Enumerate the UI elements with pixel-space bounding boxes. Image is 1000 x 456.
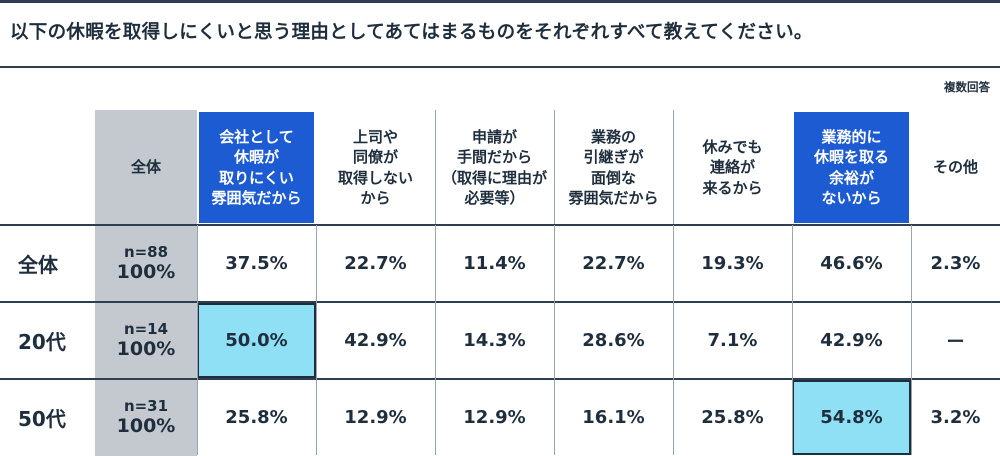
header-col-divider [554,110,555,225]
data-cell: 12.9% [344,407,407,428]
header-col-2: 上司や 同僚が 取得しない から [337,128,413,207]
row-n-percent: 100% [116,338,176,361]
data-cell: 19.3% [701,253,764,274]
row-rule [0,224,1000,226]
body-col-divider [792,225,793,455]
multiple-answer-note: 複数回答 [944,80,990,94]
body-col-divider [554,225,555,455]
data-cell: 42.9% [820,330,883,351]
data-cell: 7.1% [707,330,758,351]
data-cell: ー [946,331,965,353]
data-cell: 14.3% [463,330,526,351]
data-cell: 22.7% [344,253,407,274]
body-col-divider [197,225,198,455]
row-n-percent: 100% [116,415,176,438]
header-total: 全体 [95,110,197,225]
row-n-count: n=88 [123,243,169,262]
row-base-n: n=14 100% [95,302,197,379]
row-n-count: n=31 [123,397,169,416]
data-cell: 42.9% [344,330,407,351]
header-col-4: 業務の 引継ぎが 面倒な 雰囲気だから [568,128,659,207]
body-col-divider [435,225,436,455]
data-cell: 25.8% [701,407,764,428]
data-cell: 22.7% [582,253,645,274]
data-cell: 54.8% [792,380,911,455]
data-cell: 3.2% [930,407,981,428]
top-rule [0,0,1000,3]
header-col-5: 休みでも 連絡が 来るから [702,138,763,197]
data-cell: 28.6% [582,330,645,351]
header-col-divider [673,110,674,225]
chart-title: 以下の休暇を取得しにくいと思う理由としてあてはまるものをそれぞれすべて教えてくだ… [10,22,813,43]
row-label: 全体 [18,253,58,277]
row-rule [0,301,1000,303]
data-cell: 46.6% [820,253,883,274]
header-col-divider [435,110,436,225]
body-col-divider [673,225,674,455]
data-cell: 37.5% [225,253,288,274]
survey-table: 全体 会社として 休暇が 取りにくい 雰囲気だから 上司や 同僚が 取得しない から… [0,110,1000,456]
row-n-percent: 100% [116,261,176,284]
header-col-3: 申請が 手間だから （取得に理由が 必要等） [441,128,547,207]
data-cell: 50.0% [197,303,316,378]
header-col-7: その他 [932,158,978,177]
row-base-n: n=31 100% [95,379,197,456]
data-cell: 25.8% [225,407,288,428]
title-rule [0,66,1000,68]
row-n-count: n=14 [123,320,169,339]
body-col-divider [911,225,912,455]
body-col-divider [316,225,317,455]
header-col-6: 業務的に 休暇を取る 余裕が ないから [794,112,909,223]
data-cell: 2.3% [930,253,981,274]
row-label: 50代 [18,407,66,431]
row-base-n: n=88 100% [95,225,197,302]
row-label: 20代 [18,330,66,354]
data-cell: 16.1% [582,407,645,428]
header-col-1: 会社として 休暇が 取りにくい 雰囲気だから [199,112,314,223]
data-cell: 12.9% [463,407,526,428]
row-rule [0,378,1000,380]
data-cell: 11.4% [463,253,526,274]
